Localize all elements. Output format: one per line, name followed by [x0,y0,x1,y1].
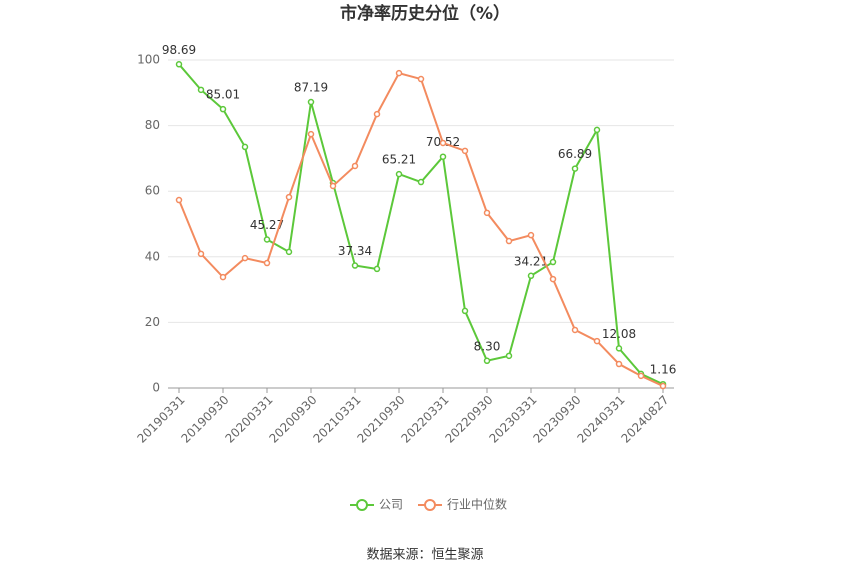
y-tick-label: 0 [152,381,160,395]
legend-label: 公司 [379,498,403,512]
chart-title: 市净率历史分位（%） [340,3,510,24]
data-point [527,231,535,239]
x-tick-label: 20240827 [619,393,672,446]
data-label: 1.16 [650,363,677,377]
data-point [351,162,359,170]
data-point [417,178,425,186]
data-label: 45.27 [250,218,284,232]
data-point [461,307,469,315]
data-point [593,337,601,345]
data-point [527,272,535,280]
data-point [329,182,337,190]
legend-marker [356,499,368,511]
data-label: 98.69 [162,43,196,57]
data-point [285,248,293,256]
data-point [417,75,425,83]
data-point [175,61,183,68]
legend-marker [424,499,436,511]
data-point [263,259,271,267]
data-point [197,250,205,258]
data-point [307,130,315,138]
data-label: 12.08 [602,327,636,341]
data-point [285,193,293,201]
data-point [549,275,557,283]
data-point [615,345,623,352]
data-point [307,98,315,106]
y-tick-label: 20 [145,315,160,329]
data-label: 87.19 [294,81,328,95]
data-point [505,352,513,360]
legend-label: 行业中位数 [447,497,507,512]
data-point [373,110,381,118]
data-point [439,153,447,160]
data-point [461,147,469,155]
y-tick-label: 60 [145,184,160,198]
data-point [219,273,227,281]
y-tick-label: 100 [137,53,160,67]
data-label: 34.21 [514,254,548,268]
data-point [439,139,447,147]
data-label: 37.34 [338,244,372,258]
data-point [263,236,271,243]
data-point [571,165,579,172]
data-label: 66.89 [558,147,592,161]
data-label: 8.30 [474,339,501,353]
data-point [175,196,183,204]
source-note: 数据来源：恒生聚源 [366,548,483,563]
y-tick-label: 80 [145,118,160,132]
data-label: 65.21 [382,153,416,167]
data-point [395,69,403,77]
data-point [593,126,601,134]
data-point [219,105,227,113]
data-point [615,360,623,368]
data-point [637,372,645,380]
data-point [241,254,249,262]
data-point [351,262,359,269]
data-point [571,326,579,334]
data-point [483,357,491,365]
data-point [505,237,513,245]
data-point [659,382,667,390]
data-point [395,170,403,178]
data-point [197,86,205,94]
data-point [549,258,557,266]
data-label: 85.01 [206,88,240,102]
y-tick-label: 40 [145,249,160,263]
data-point [373,265,381,273]
data-point [483,209,491,217]
data-point [241,143,249,151]
